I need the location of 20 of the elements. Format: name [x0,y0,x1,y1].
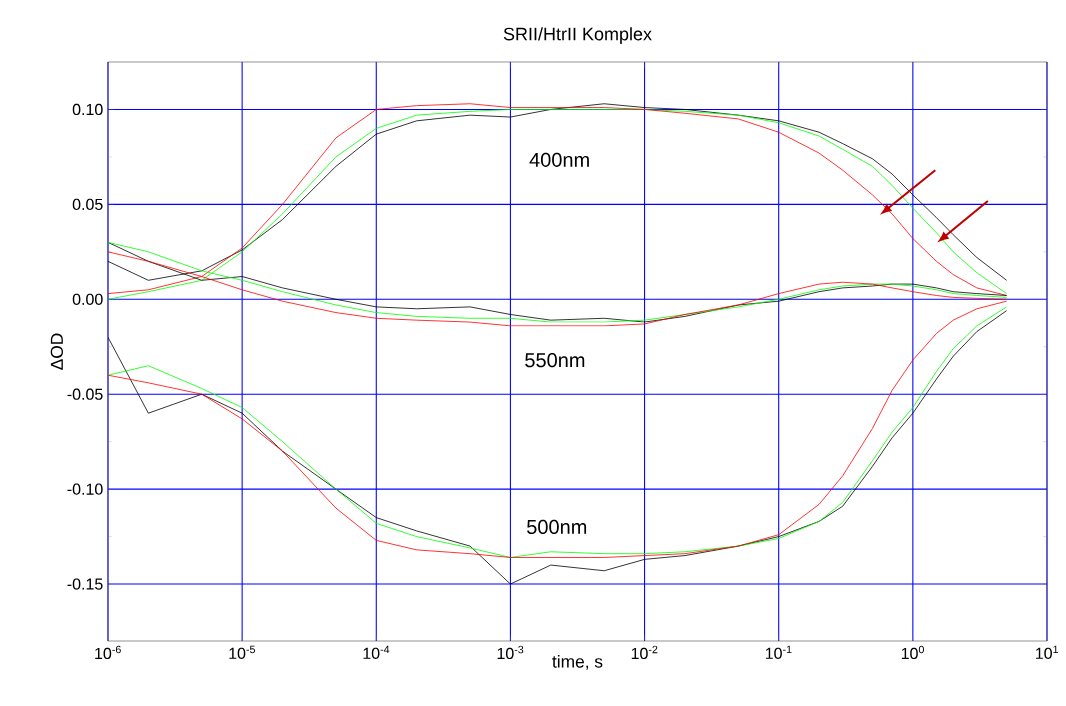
x-tick-label: 10$^{-3}$ [497,645,524,660]
annotation: 400nm [529,152,589,167]
y-axis-title: ΔOD [50,333,63,370]
y-tick-label: -0.15 [67,578,103,590]
y-tick-label: 0.05 [72,198,103,211]
x-tick-label: 10$^{-5}$ [229,645,255,659]
x-tick-label: 10$^{1}$ [1036,645,1059,659]
y-tick-label: -0.05 [67,388,103,400]
x-tick-label: 10$^{-1}$ [765,645,792,659]
annotation: 550nm [525,353,585,368]
x-tick-label: 10$^{0}$ [901,645,924,660]
y-tick-label: 0.10 [72,103,103,116]
x-tick-label: 10$^{-2}$ [631,645,658,660]
y-tick-label: -0.10 [67,483,103,495]
chart-title: SRII/HtrII Komplex [503,27,652,44]
y-tick-label: 0.00 [72,293,103,305]
x-tick-label: 10$^{-4}$ [363,645,390,659]
x-tick-label: 10$^{-6}$ [95,645,121,660]
x-axis-title: time, s [552,654,603,670]
annotation: 500nm [527,519,587,534]
